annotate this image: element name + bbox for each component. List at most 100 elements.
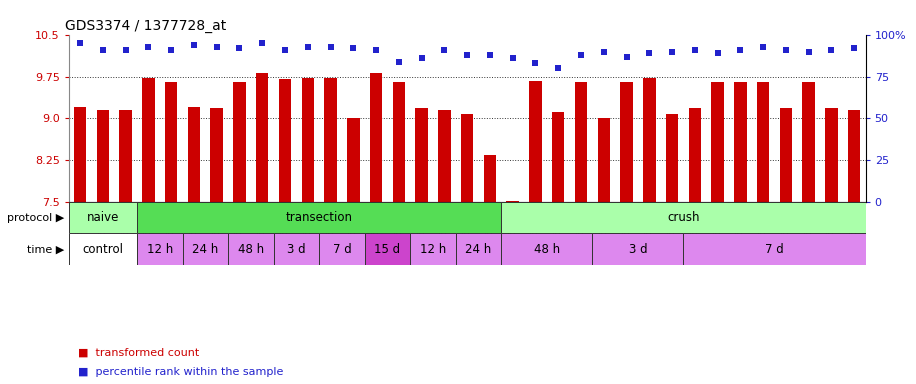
Bar — [825, 108, 838, 202]
Bar — [501, 202, 866, 233]
Bar — [256, 73, 268, 202]
Bar — [712, 82, 724, 202]
Bar — [96, 110, 109, 202]
Bar — [188, 107, 201, 202]
Bar — [319, 233, 365, 265]
Text: 12 h: 12 h — [147, 243, 173, 256]
Text: control: control — [82, 243, 124, 256]
Bar — [142, 78, 155, 202]
Text: 15 d: 15 d — [375, 243, 400, 256]
Text: ■  percentile rank within the sample: ■ percentile rank within the sample — [78, 367, 283, 377]
Point — [391, 59, 406, 65]
Point — [824, 47, 839, 53]
Bar — [683, 233, 866, 265]
Text: 3 d: 3 d — [628, 243, 648, 256]
Point — [733, 47, 747, 53]
Bar — [69, 233, 137, 265]
Bar — [69, 202, 137, 233]
Text: 48 h: 48 h — [238, 243, 264, 256]
Bar — [228, 233, 274, 265]
Bar — [137, 202, 501, 233]
Text: GDS3374 / 1377728_at: GDS3374 / 1377728_at — [65, 18, 226, 33]
Bar — [301, 78, 314, 202]
Text: protocol ▶: protocol ▶ — [6, 213, 64, 223]
Point — [802, 48, 816, 55]
Point — [619, 54, 634, 60]
Text: 24 h: 24 h — [465, 243, 492, 256]
Point — [323, 43, 338, 50]
Bar — [165, 82, 178, 202]
Point — [414, 55, 429, 61]
Text: 7 d: 7 d — [765, 243, 784, 256]
Point — [164, 47, 179, 53]
Bar — [182, 233, 228, 265]
Point — [118, 47, 133, 53]
Bar — [734, 82, 747, 202]
Point — [665, 48, 680, 55]
Point — [95, 47, 110, 53]
Bar — [574, 82, 587, 202]
Bar — [274, 233, 319, 265]
Bar — [347, 118, 360, 202]
Text: 3 d: 3 d — [287, 243, 306, 256]
Text: 7 d: 7 d — [333, 243, 352, 256]
Point — [642, 50, 657, 56]
Text: 12 h: 12 h — [420, 243, 446, 256]
Bar — [689, 108, 701, 202]
Bar — [757, 82, 769, 202]
Bar — [456, 233, 501, 265]
Bar — [593, 233, 683, 265]
Point — [255, 40, 269, 46]
Point — [596, 48, 611, 55]
Bar — [137, 233, 182, 265]
Text: time ▶: time ▶ — [27, 244, 64, 254]
Bar — [278, 79, 291, 202]
Text: 48 h: 48 h — [534, 243, 560, 256]
Bar — [529, 81, 541, 202]
Bar — [119, 110, 132, 202]
Bar — [415, 108, 428, 202]
Point — [756, 43, 770, 50]
Point — [688, 47, 703, 53]
Bar — [643, 78, 656, 202]
Point — [369, 47, 384, 53]
Point — [141, 43, 156, 50]
Bar — [410, 233, 456, 265]
Bar — [234, 82, 245, 202]
Bar — [666, 114, 679, 202]
Text: ■  transformed count: ■ transformed count — [78, 347, 199, 357]
Point — [278, 47, 292, 53]
Bar — [393, 82, 405, 202]
Point — [187, 42, 202, 48]
Point — [210, 43, 224, 50]
Point — [346, 45, 361, 51]
Bar — [211, 108, 223, 202]
Point — [506, 55, 520, 61]
Bar — [74, 107, 86, 202]
Point — [460, 52, 474, 58]
Point — [573, 52, 588, 58]
Bar — [552, 112, 564, 202]
Bar — [507, 201, 519, 202]
Bar — [484, 155, 496, 202]
Bar — [802, 82, 815, 202]
Bar — [365, 233, 410, 265]
Bar — [848, 110, 860, 202]
Point — [551, 65, 565, 71]
Point — [72, 40, 87, 46]
Bar — [620, 82, 633, 202]
Bar — [461, 114, 474, 202]
Text: transection: transection — [286, 211, 353, 224]
Point — [300, 43, 315, 50]
Bar — [324, 78, 337, 202]
Text: crush: crush — [667, 211, 700, 224]
Bar — [597, 118, 610, 202]
Bar — [370, 73, 382, 202]
Bar — [780, 108, 792, 202]
Point — [232, 45, 246, 51]
Point — [483, 52, 497, 58]
Text: naive: naive — [87, 211, 119, 224]
Bar — [438, 110, 451, 202]
Point — [437, 47, 452, 53]
Point — [529, 60, 543, 66]
